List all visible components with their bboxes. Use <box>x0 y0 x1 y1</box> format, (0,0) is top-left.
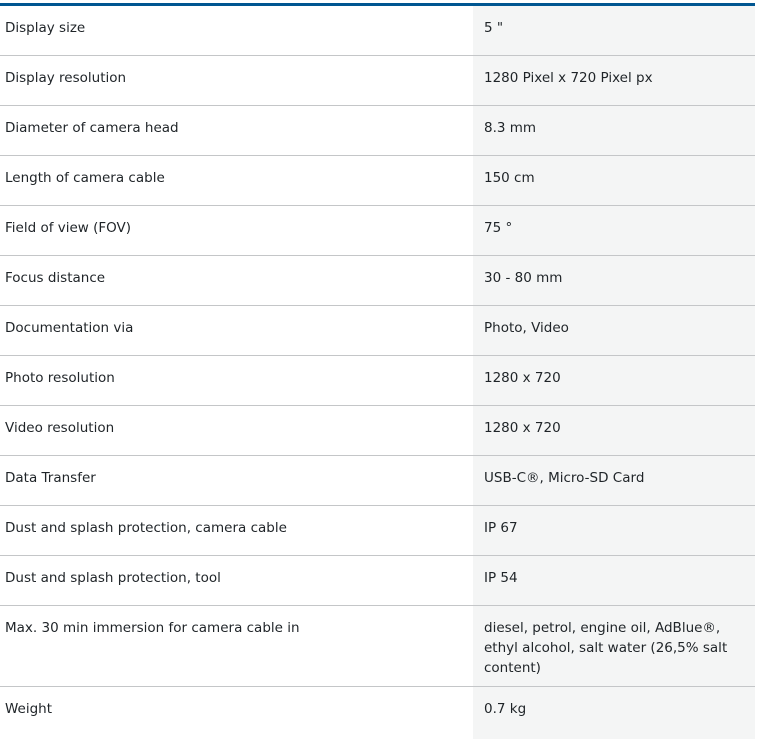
spec-label: Max. 30 min immersion for camera cable i… <box>0 606 473 687</box>
spec-row: Max. 30 min immersion for camera cable i… <box>0 606 755 687</box>
spec-value: 150 cm <box>473 156 755 206</box>
spec-label: Display resolution <box>0 56 473 106</box>
spec-value: 1280 x 720 <box>473 356 755 406</box>
spec-value: USB-C®, Micro-SD Card <box>473 456 755 506</box>
spec-row: Field of view (FOV)75 ° <box>0 206 755 256</box>
spec-value: 1280 Pixel x 720 Pixel px <box>473 56 755 106</box>
spec-label: Dust and splash protection, tool <box>0 556 473 606</box>
spec-label: Photo resolution <box>0 356 473 406</box>
spec-value: IP 54 <box>473 556 755 606</box>
spec-value: 5 " <box>473 6 755 56</box>
spec-value: Photo, Video <box>473 306 755 356</box>
spec-label: Display size <box>0 6 473 56</box>
spec-label: Focus distance <box>0 256 473 306</box>
spec-value: 0.7 kg <box>473 687 755 739</box>
spec-label: Field of view (FOV) <box>0 206 473 256</box>
spec-label: Documentation via <box>0 306 473 356</box>
spec-value: 8.3 mm <box>473 106 755 156</box>
spec-label: Dust and splash protection, camera cable <box>0 506 473 556</box>
spec-label: Diameter of camera head <box>0 106 473 156</box>
spec-value: 75 ° <box>473 206 755 256</box>
spec-label: Data Transfer <box>0 456 473 506</box>
spec-label: Video resolution <box>0 406 473 456</box>
spec-label: Weight <box>0 687 473 739</box>
spec-label: Length of camera cable <box>0 156 473 206</box>
spec-value: 1280 x 720 <box>473 406 755 456</box>
spec-value: 30 - 80 mm <box>473 256 755 306</box>
spec-row: Dust and splash protection, camera cable… <box>0 506 755 556</box>
spec-value: IP 67 <box>473 506 755 556</box>
spec-value: diesel, petrol, engine oil, AdBlue®, eth… <box>473 606 755 687</box>
